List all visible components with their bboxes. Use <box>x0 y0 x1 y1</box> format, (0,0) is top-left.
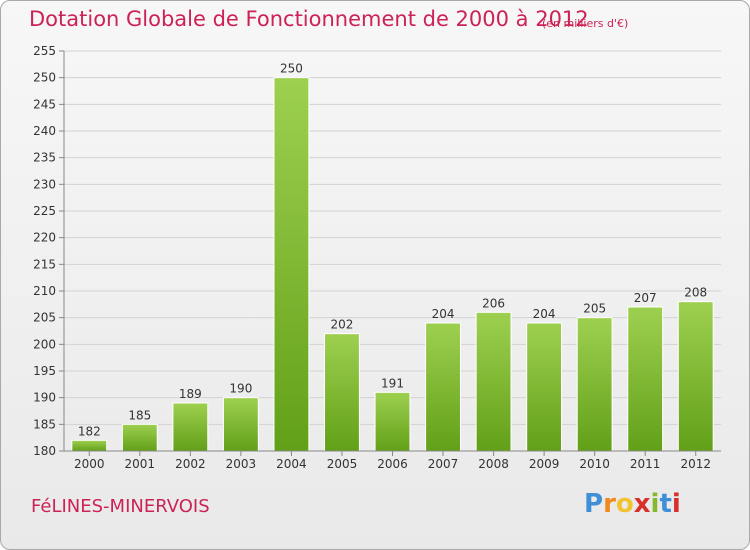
data-label: 185 <box>128 408 151 422</box>
y-tick-label: 225 <box>33 204 56 218</box>
data-label: 205 <box>583 302 606 316</box>
bar <box>425 322 461 452</box>
logo-letter: i <box>671 489 681 519</box>
data-label: 182 <box>78 424 101 438</box>
data-label: 190 <box>229 382 252 396</box>
bar <box>677 301 714 452</box>
bar <box>121 423 158 452</box>
y-tick-label: 185 <box>33 417 56 431</box>
x-tick-label: 2009 <box>529 457 560 471</box>
bar <box>222 397 259 452</box>
data-label: 202 <box>331 318 354 332</box>
y-tick-label: 255 <box>33 44 56 58</box>
y-tick-label: 240 <box>33 124 56 138</box>
bar <box>526 322 563 452</box>
y-tick-label: 250 <box>33 71 56 85</box>
bar <box>374 391 411 452</box>
data-label: 206 <box>482 296 505 310</box>
x-tick-label: 2011 <box>630 457 661 471</box>
x-tick-label: 2008 <box>478 457 509 471</box>
logo-letter: i <box>650 489 660 519</box>
data-label: 191 <box>381 376 404 390</box>
y-tick-label: 230 <box>33 177 56 191</box>
x-tick-label: 2007 <box>428 457 459 471</box>
x-tick-label: 2003 <box>226 457 257 471</box>
x-tick-label: 2006 <box>377 457 408 471</box>
logo-letter: o <box>615 489 634 519</box>
chart-title: Dotation Globale de Fonctionnement de 20… <box>29 7 589 31</box>
y-tick-label: 210 <box>33 284 56 298</box>
chart-subtitle: (en milliers d'€) <box>542 17 629 30</box>
y-tick-label: 190 <box>33 391 56 405</box>
x-tick-label: 2002 <box>175 457 206 471</box>
logo-letter: t <box>659 489 672 519</box>
bar <box>273 77 310 452</box>
y-tick-label: 215 <box>33 257 56 271</box>
x-tick-label: 2001 <box>125 457 156 471</box>
y-tick-label: 200 <box>33 337 56 351</box>
bar <box>324 333 360 452</box>
commune-name: FéLINES-MINERVOIS <box>31 496 210 517</box>
data-label: 208 <box>684 286 707 300</box>
y-tick-label: 220 <box>33 231 56 245</box>
y-tick-label: 235 <box>33 151 56 165</box>
x-tick-label: 2012 <box>680 457 711 471</box>
bar <box>172 402 209 452</box>
y-tick-label: 195 <box>33 364 56 378</box>
bar <box>71 439 108 452</box>
data-label: 204 <box>432 307 455 321</box>
x-tick-label: 2004 <box>276 457 307 471</box>
y-tick-label: 205 <box>33 311 56 325</box>
bar <box>475 311 512 452</box>
proxiti-logo: Proxiti <box>584 489 681 519</box>
x-tick-label: 2010 <box>579 457 610 471</box>
data-label: 189 <box>179 387 202 401</box>
data-label: 250 <box>280 62 303 76</box>
logo-letter: x <box>633 489 651 519</box>
bar <box>576 317 613 452</box>
x-tick-label: 2005 <box>327 457 358 471</box>
data-label: 207 <box>634 291 657 305</box>
x-tick-label: 2000 <box>74 457 105 471</box>
y-tick-label: 245 <box>33 97 56 111</box>
data-label: 204 <box>533 307 556 321</box>
logo-letter: r <box>603 489 616 519</box>
bar <box>627 306 664 452</box>
y-tick-label: 180 <box>33 444 56 458</box>
logo-letter: P <box>584 489 604 519</box>
